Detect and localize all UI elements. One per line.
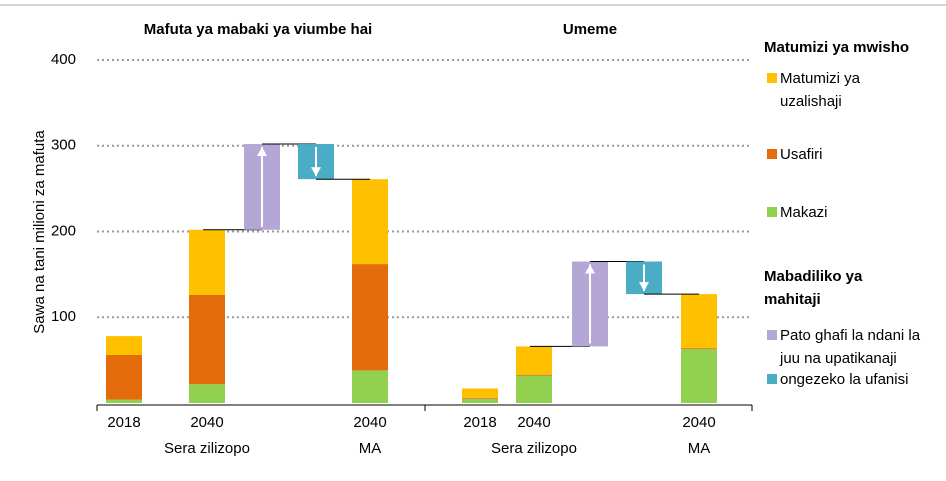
group-label: Sera zilizopo <box>491 440 577 457</box>
legend-label: Makazi <box>780 204 828 221</box>
y-tick-label: 100 <box>51 308 76 325</box>
legend-label: Pato ghafi la ndani la juu na upatikanaj… <box>780 327 921 367</box>
group-label: MA <box>359 440 382 457</box>
x-tick-label: 2018 <box>107 414 140 431</box>
bar-segment <box>462 398 498 403</box>
bar-segment <box>189 384 225 403</box>
bar-segment <box>516 374 552 376</box>
legend-item: Matumizi ya uzalishaji <box>764 67 890 113</box>
legend-swatch <box>767 73 777 83</box>
x-tick-label: 2018 <box>463 414 496 431</box>
arrow-head <box>311 167 321 177</box>
legend-swatch <box>767 374 777 384</box>
y-tick-label: 300 <box>51 137 76 154</box>
legend-item: ongezeko la ufanisi <box>764 368 946 391</box>
legend-swatch <box>767 149 777 159</box>
x-tick-label: 2040 <box>190 414 223 431</box>
bar-segment <box>516 375 552 403</box>
bar-segment <box>189 294 225 385</box>
group-label: MA <box>688 440 711 457</box>
bar-segment <box>681 294 717 349</box>
group-label: Sera zilizopo <box>164 440 250 457</box>
panel-title: Mafuta ya mabaki ya viumbe hai <box>144 21 372 38</box>
bar-segment <box>681 348 717 403</box>
x-tick-label: 2040 <box>353 414 386 431</box>
legend: Matumizi ya mwisho Matumizi ya uzalishaji… <box>764 36 942 391</box>
bar-segment <box>352 264 388 371</box>
bar-segment <box>106 399 142 403</box>
legend-label: Matumizi ya uzalishaji <box>780 70 861 110</box>
panel-title: Umeme <box>563 21 617 38</box>
bar-segment <box>681 348 717 349</box>
bar-segment <box>352 179 388 265</box>
bar-segment <box>106 354 142 400</box>
bar-segment <box>462 397 498 399</box>
y-axis-label: Sawa na tani milioni za mafuta <box>31 130 48 334</box>
bar-segment <box>462 388 498 398</box>
legend-item: Makazi <box>764 201 942 224</box>
arrow-head <box>585 264 595 274</box>
legend-swatch <box>767 207 777 217</box>
arrow-head <box>639 282 649 292</box>
bar-segment <box>106 336 142 355</box>
bar-segment <box>516 346 552 375</box>
legend-item: Pato ghafi la ndani la juu na upatikanaj… <box>764 324 930 370</box>
x-tick-label: 2040 <box>682 414 715 431</box>
legend-item: Usafiri <box>764 143 942 166</box>
x-tick-label: 2040 <box>517 414 550 431</box>
legend-label: ongezeko la ufanisi <box>780 371 909 388</box>
legend-heading: Mabadiliko ya mahitaji <box>764 268 863 308</box>
legend-label: Usafiri <box>780 146 823 163</box>
arrow-head <box>257 147 267 157</box>
y-tick-label: 400 <box>51 51 76 68</box>
y-tick-label: 200 <box>51 222 76 239</box>
legend-heading: Matumizi ya mwisho <box>764 39 910 56</box>
bar-segment <box>189 229 225 295</box>
legend-swatch <box>767 330 777 340</box>
bar-segment <box>352 370 388 403</box>
